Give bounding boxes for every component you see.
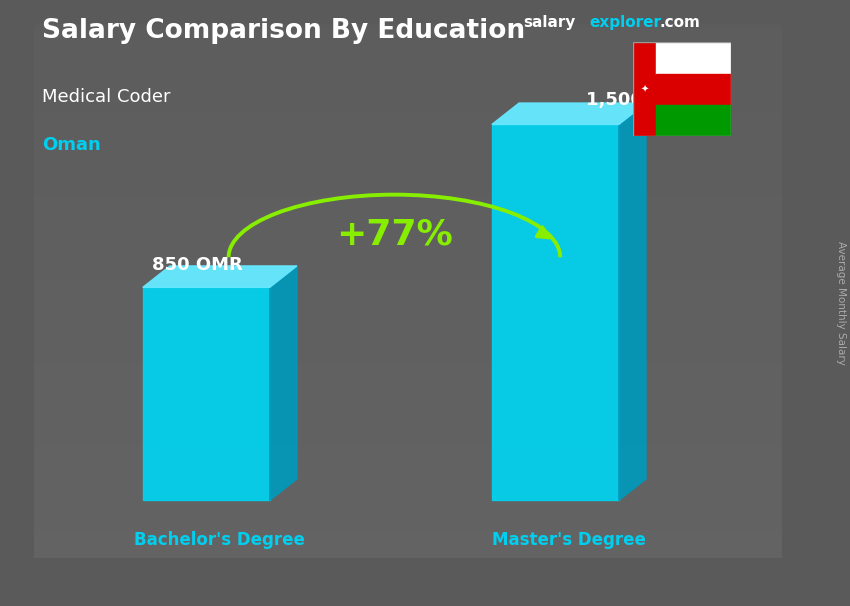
Text: +77%: +77%	[336, 218, 453, 251]
Text: Master's Degree: Master's Degree	[492, 531, 646, 549]
Polygon shape	[619, 103, 646, 501]
Text: .com: .com	[660, 15, 700, 30]
Polygon shape	[492, 103, 646, 124]
Bar	[656, 74, 731, 105]
Text: Salary Comparison By Education: Salary Comparison By Education	[42, 18, 525, 44]
Text: salary: salary	[523, 15, 575, 30]
Text: explorer: explorer	[589, 15, 661, 30]
Text: 850 OMR: 850 OMR	[152, 256, 242, 273]
Polygon shape	[143, 287, 269, 501]
Text: Average Monthly Salary: Average Monthly Salary	[836, 241, 846, 365]
Polygon shape	[492, 124, 619, 501]
Bar	[656, 42, 731, 74]
Bar	[633, 42, 656, 136]
Polygon shape	[143, 266, 297, 287]
Text: Bachelor's Degree: Bachelor's Degree	[134, 531, 305, 549]
Polygon shape	[269, 266, 297, 501]
Text: 1,500 OMR: 1,500 OMR	[586, 92, 696, 110]
Text: Oman: Oman	[42, 136, 101, 155]
Text: Medical Coder: Medical Coder	[42, 88, 171, 106]
Text: ✦: ✦	[641, 84, 649, 95]
Bar	[656, 105, 731, 136]
